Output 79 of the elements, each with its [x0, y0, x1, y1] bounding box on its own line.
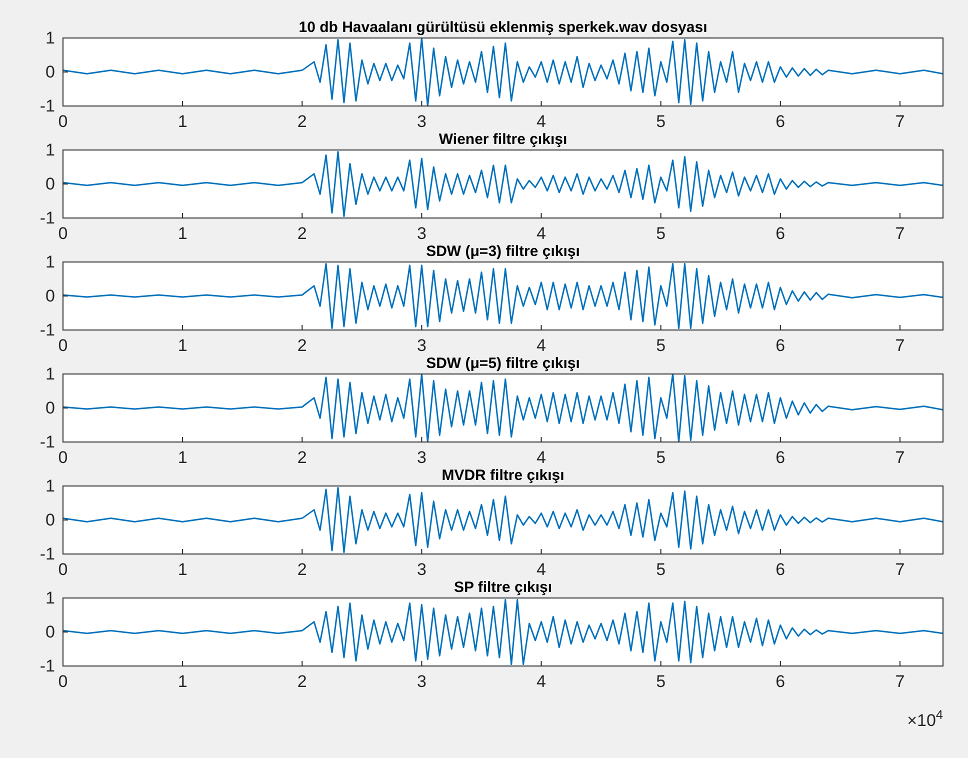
line-series — [63, 38, 943, 106]
x-tick-label: 4 — [536, 224, 546, 244]
x-tick-label: 1 — [178, 672, 188, 692]
x-tick-label: 1 — [178, 448, 188, 468]
y-tick-label: 0 — [46, 622, 55, 642]
y-tick-label: -1 — [40, 544, 55, 564]
x-tick-label: 2 — [297, 672, 307, 692]
x-tick-label: 4 — [536, 336, 546, 356]
x-tick-label: 5 — [656, 224, 666, 244]
x-tick-label: 6 — [776, 336, 786, 356]
x-tick-label: 3 — [416, 336, 426, 356]
line-series — [63, 262, 943, 330]
x-tick-label: 2 — [297, 112, 307, 132]
x-tick-label: 4 — [536, 112, 546, 132]
y-tick-label: 0 — [46, 286, 55, 306]
y-tick-label: 1 — [46, 140, 55, 160]
x-tick-label: 0 — [58, 672, 68, 692]
x-tick-label: 1 — [178, 336, 188, 356]
x-tick-label: 3 — [416, 112, 426, 132]
y-tick-label: 1 — [46, 364, 55, 384]
x-tick-label: 4 — [536, 448, 546, 468]
text: ×10$^{4}$ — [907, 706, 943, 730]
x-tick-label: 6 — [776, 560, 786, 580]
x-tick-label: 6 — [776, 672, 786, 692]
line-series — [63, 150, 943, 218]
x-tick-label: 7 — [895, 672, 905, 692]
y-tick-label: -1 — [40, 208, 55, 228]
x-tick-label: 0 — [58, 336, 68, 356]
y-tick-label: 1 — [46, 252, 55, 272]
y-tick-label: -1 — [40, 96, 55, 116]
x-tick-label: 4 — [536, 672, 546, 692]
y-tick-label: 0 — [46, 398, 55, 418]
x-tick-label: 5 — [656, 112, 666, 132]
x-tick-label: 6 — [776, 448, 786, 468]
y-tick-label: 1 — [46, 28, 55, 48]
x-tick-label: 3 — [416, 448, 426, 468]
x-tick-label: 1 — [178, 560, 188, 580]
x-tick-label: 3 — [416, 672, 426, 692]
chart-title: SDW (μ=5) filtre çıkışı — [426, 355, 580, 372]
y-tick-label: -1 — [40, 656, 55, 676]
x-tick-label: 2 — [297, 448, 307, 468]
x-tick-label: 3 — [416, 560, 426, 580]
x-tick-label: 0 — [58, 224, 68, 244]
x-tick-label: 3 — [416, 224, 426, 244]
x-tick-label: 2 — [297, 224, 307, 244]
x-tick-label: 7 — [895, 336, 905, 356]
y-tick-label: 0 — [46, 174, 55, 194]
x-tick-label: 0 — [58, 112, 68, 132]
x-tick-label: 2 — [297, 336, 307, 356]
x-tick-label: 4 — [536, 560, 546, 580]
chart-title: 10 db Havaalanı gürültüsü eklenmiş sperkek.wav dosyası — [298, 19, 708, 36]
chart-title: MVDR filtre çıkışı — [442, 467, 564, 484]
y-tick-label: 0 — [46, 510, 55, 530]
line-series — [63, 486, 943, 554]
x-tick-label: 7 — [895, 560, 905, 580]
line-series — [63, 598, 943, 666]
y-tick-label: 1 — [46, 588, 55, 608]
x-tick-label: 5 — [656, 672, 666, 692]
chart-title: SDW (μ=3) filtre çıkışı — [426, 243, 580, 260]
chart-title: SP filtre çıkışı — [454, 579, 552, 596]
x-tick-label: 0 — [58, 560, 68, 580]
chart-title: Wiener filtre çıkışı — [438, 131, 568, 148]
x-tick-label: 6 — [776, 224, 786, 244]
line-series — [63, 374, 943, 442]
x-tick-label: 6 — [776, 112, 786, 132]
x-tick-label: 5 — [656, 336, 666, 356]
x-tick-label: 1 — [178, 112, 188, 132]
x-tick-label: 5 — [656, 448, 666, 468]
y-tick-label: -1 — [40, 432, 55, 452]
y-tick-label: 1 — [46, 476, 55, 496]
x-tick-label: 2 — [297, 560, 307, 580]
x-tick-label: 5 — [656, 560, 666, 580]
x-tick-label: 7 — [895, 448, 905, 468]
x-tick-label: 7 — [895, 224, 905, 244]
x-tick-label: 7 — [895, 112, 905, 132]
y-tick-label: -1 — [40, 320, 55, 340]
x-tick-label: 1 — [178, 224, 188, 244]
y-tick-label: 0 — [46, 62, 55, 82]
x-tick-label: 0 — [58, 448, 68, 468]
